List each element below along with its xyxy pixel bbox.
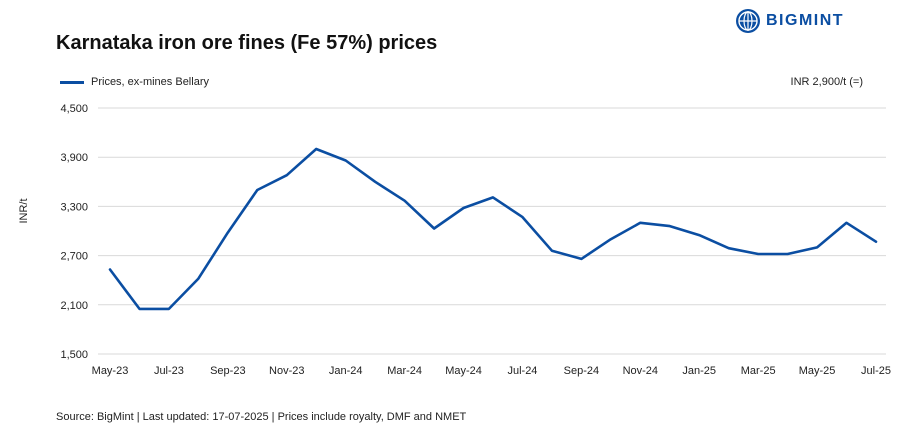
bigmint-globe-icon	[736, 9, 760, 33]
y-tick-label: 2,100	[60, 300, 88, 312]
x-tick-label: Jan-24	[329, 365, 363, 377]
chart-title: Karnataka iron ore fines (Fe 57%) prices	[56, 32, 438, 54]
legend: Prices, ex-mines Bellary	[60, 76, 209, 88]
x-tick-label: Jul-25	[861, 365, 891, 377]
x-tick-label: Jul-23	[154, 365, 184, 377]
x-tick-label: Jul-24	[507, 365, 537, 377]
legend-label: Prices, ex-mines Bellary	[91, 76, 209, 88]
x-tick-label: Jan-25	[682, 365, 716, 377]
x-tick-label: Mar-25	[741, 365, 776, 377]
series-line	[108, 147, 878, 311]
x-tick-label: Mar-24	[387, 365, 422, 377]
y-tick-label: 4,500	[60, 103, 88, 115]
x-tick-label: Sep-23	[210, 365, 245, 377]
x-tick-label: Sep-24	[564, 365, 599, 377]
price-note: INR 2,900/t (=)	[790, 76, 863, 88]
x-tick-label: May-25	[799, 365, 836, 377]
y-tick-label: 1,500	[60, 349, 88, 361]
x-tick-label: May-24	[445, 365, 482, 377]
x-tick-label: Nov-23	[269, 365, 304, 377]
bigmint-logo: BIGMINT	[735, 8, 844, 34]
brand-name: BIGMINT	[766, 12, 845, 29]
y-tick-label: 3,300	[60, 201, 88, 213]
y-tick-label: 3,900	[60, 152, 88, 164]
footer-source: Source: BigMint | Last updated: 17-07-20…	[56, 411, 467, 423]
legend-swatch	[60, 80, 84, 84]
x-tick-label: May-23	[92, 365, 129, 377]
x-tick-label: Nov-24	[623, 365, 658, 377]
y-tick-label: 2,700	[60, 251, 88, 263]
